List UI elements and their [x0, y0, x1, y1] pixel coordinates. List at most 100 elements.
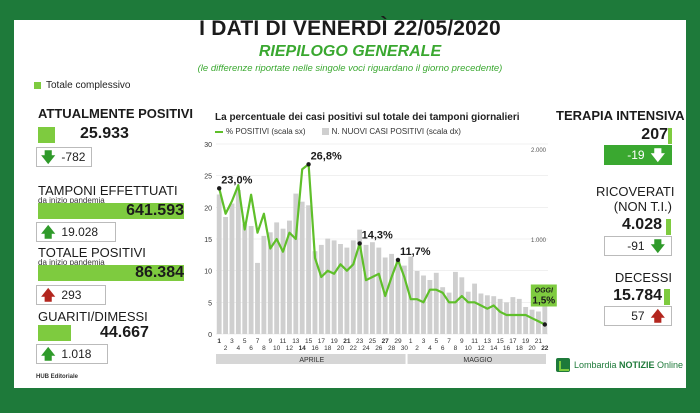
bar: [235, 190, 241, 334]
stat-value-terapia-intensiva: 207: [641, 126, 668, 143]
stat-bar-decessi: [664, 289, 670, 305]
stat-bar-tamponi: [38, 203, 184, 219]
stat-label-totale-positivi: TOTALE POSITIVI: [38, 245, 146, 260]
bar: [395, 261, 401, 334]
stat-sub-totale-positivi: da inizio pandemia: [38, 258, 105, 267]
stat-delta-tamponi: 🡅 19.028: [36, 222, 116, 242]
bar: [542, 306, 548, 334]
footer-hub: HUB Editoriale: [36, 374, 79, 380]
y-left-tick-label: 20: [204, 205, 212, 212]
month-label: MAGGIO: [463, 357, 492, 364]
bar: [350, 240, 356, 334]
stat-label-terapia-intensiva: TERAPIA INTENSIVA: [556, 108, 685, 123]
chart-svg: 0510152025301.0002.000123456789101112131…: [204, 142, 557, 364]
bar: [421, 275, 426, 334]
x-tick-label: 9: [460, 338, 464, 345]
bar: [414, 271, 420, 334]
annotation-dot: [306, 162, 311, 167]
x-tick-label: 13: [484, 338, 492, 345]
chart-title: La percentuale dei casi positivi sul tot…: [215, 112, 520, 123]
arrow-up-icon: 🡅: [41, 287, 56, 303]
bar: [465, 291, 471, 334]
x-tick-label: 10: [273, 345, 281, 352]
x-tick-label: 5: [243, 338, 247, 345]
arrow-up-icon: 🡅: [41, 224, 56, 240]
bar: [478, 293, 484, 334]
stat-bar-attualmente-positivi: [38, 127, 55, 143]
x-tick-label: 1: [217, 338, 221, 345]
brand-pre: Lombardia: [574, 360, 620, 370]
annotation-dot: [542, 322, 548, 327]
bar: [504, 302, 509, 334]
arrow-down-icon: 🡇: [650, 238, 665, 254]
stat-label-attualmente-positivi: ATTUALMENTE POSITIVI: [38, 106, 194, 121]
x-tick-label: 25: [369, 338, 377, 345]
x-tick-label: 11: [471, 338, 478, 345]
annotation-label: OGGI: [535, 288, 554, 295]
bar: [223, 217, 229, 334]
bar: [459, 277, 465, 334]
x-tick-label: 14: [490, 345, 498, 352]
x-tick-label: 20: [528, 345, 536, 352]
y-left-tick-label: 5: [208, 300, 212, 307]
today-box: [530, 284, 557, 307]
annotation-label: 14,3%: [362, 229, 393, 241]
x-tick-label: 24: [362, 345, 370, 352]
stat-label-guariti: GUARITI/DIMESSI: [38, 309, 148, 324]
x-tick-label: 18: [324, 345, 332, 352]
x-tick-label: 19: [522, 338, 530, 345]
x-tick-label: 30: [401, 345, 409, 352]
bar: [523, 307, 529, 334]
x-tick-label: 15: [305, 338, 313, 345]
brand-icon: [556, 358, 570, 372]
stat-sub-tamponi: da inizio pandemia: [38, 196, 105, 205]
delta-value: 57: [631, 309, 645, 323]
y-left-tick-label: 15: [204, 237, 212, 244]
x-tick-label: 20: [337, 345, 345, 352]
bar: [433, 272, 439, 334]
brand-logo: Lombardia NOTIZIE Online: [556, 358, 683, 372]
bar: [440, 287, 446, 334]
x-tick-label: 16: [311, 345, 319, 352]
arrow-down-icon: 🡇: [41, 149, 56, 165]
bar: [331, 240, 337, 334]
x-tick-label: 21: [343, 338, 351, 345]
x-tick-label: 17: [509, 338, 517, 345]
y-left-tick-label: 25: [204, 174, 212, 181]
bar: [280, 228, 286, 334]
bar: [255, 262, 260, 334]
stat-bar-totale-positivi: [38, 265, 184, 281]
y-left-tick-label: 30: [204, 142, 212, 149]
delta-value: -91: [627, 239, 645, 253]
x-tick-label: 7: [447, 338, 451, 345]
annotation-label: 23,0%: [221, 174, 252, 186]
brand-post: Online: [654, 360, 684, 370]
stat-bar-guariti: [38, 325, 71, 341]
annotation-label: 1,5%: [532, 296, 555, 307]
bar: [357, 229, 363, 334]
x-tick-label: 8: [262, 345, 266, 352]
chart-legend: % POSITIVI (scala sx) N. NUOVI CASI POSI…: [215, 127, 461, 136]
bar: [306, 205, 312, 334]
stat-delta-decessi: 57 🡅: [604, 306, 672, 326]
bar: [261, 235, 267, 334]
annotation-label: 11,7%: [400, 246, 431, 258]
x-tick-label: 4: [428, 345, 432, 352]
stat-delta-terapia-intensiva: -19 🡇: [604, 145, 672, 165]
brand-bold: NOTIZIE: [619, 360, 655, 370]
bar: [274, 222, 280, 334]
x-tick-label: 1: [409, 338, 413, 345]
bar: [369, 242, 375, 334]
legend-item-cases: N. NUOVI CASI POSITIVI (scala dx): [321, 127, 461, 136]
bar: [491, 296, 497, 334]
x-tick-label: 6: [441, 345, 445, 352]
x-tick-label: 7: [256, 338, 260, 345]
y-right-tick-label: 1.000: [531, 238, 547, 244]
x-tick-label: 3: [422, 338, 426, 345]
legend-label-cases: N. NUOVI CASI POSITIVI (scala dx): [331, 127, 461, 136]
x-tick-label: 23: [356, 338, 364, 345]
bar: [325, 238, 331, 334]
x-tick-label: 12: [286, 345, 294, 352]
page-subtitle: RIEPILOGO GENERALE: [258, 43, 442, 60]
bar: [248, 226, 254, 334]
